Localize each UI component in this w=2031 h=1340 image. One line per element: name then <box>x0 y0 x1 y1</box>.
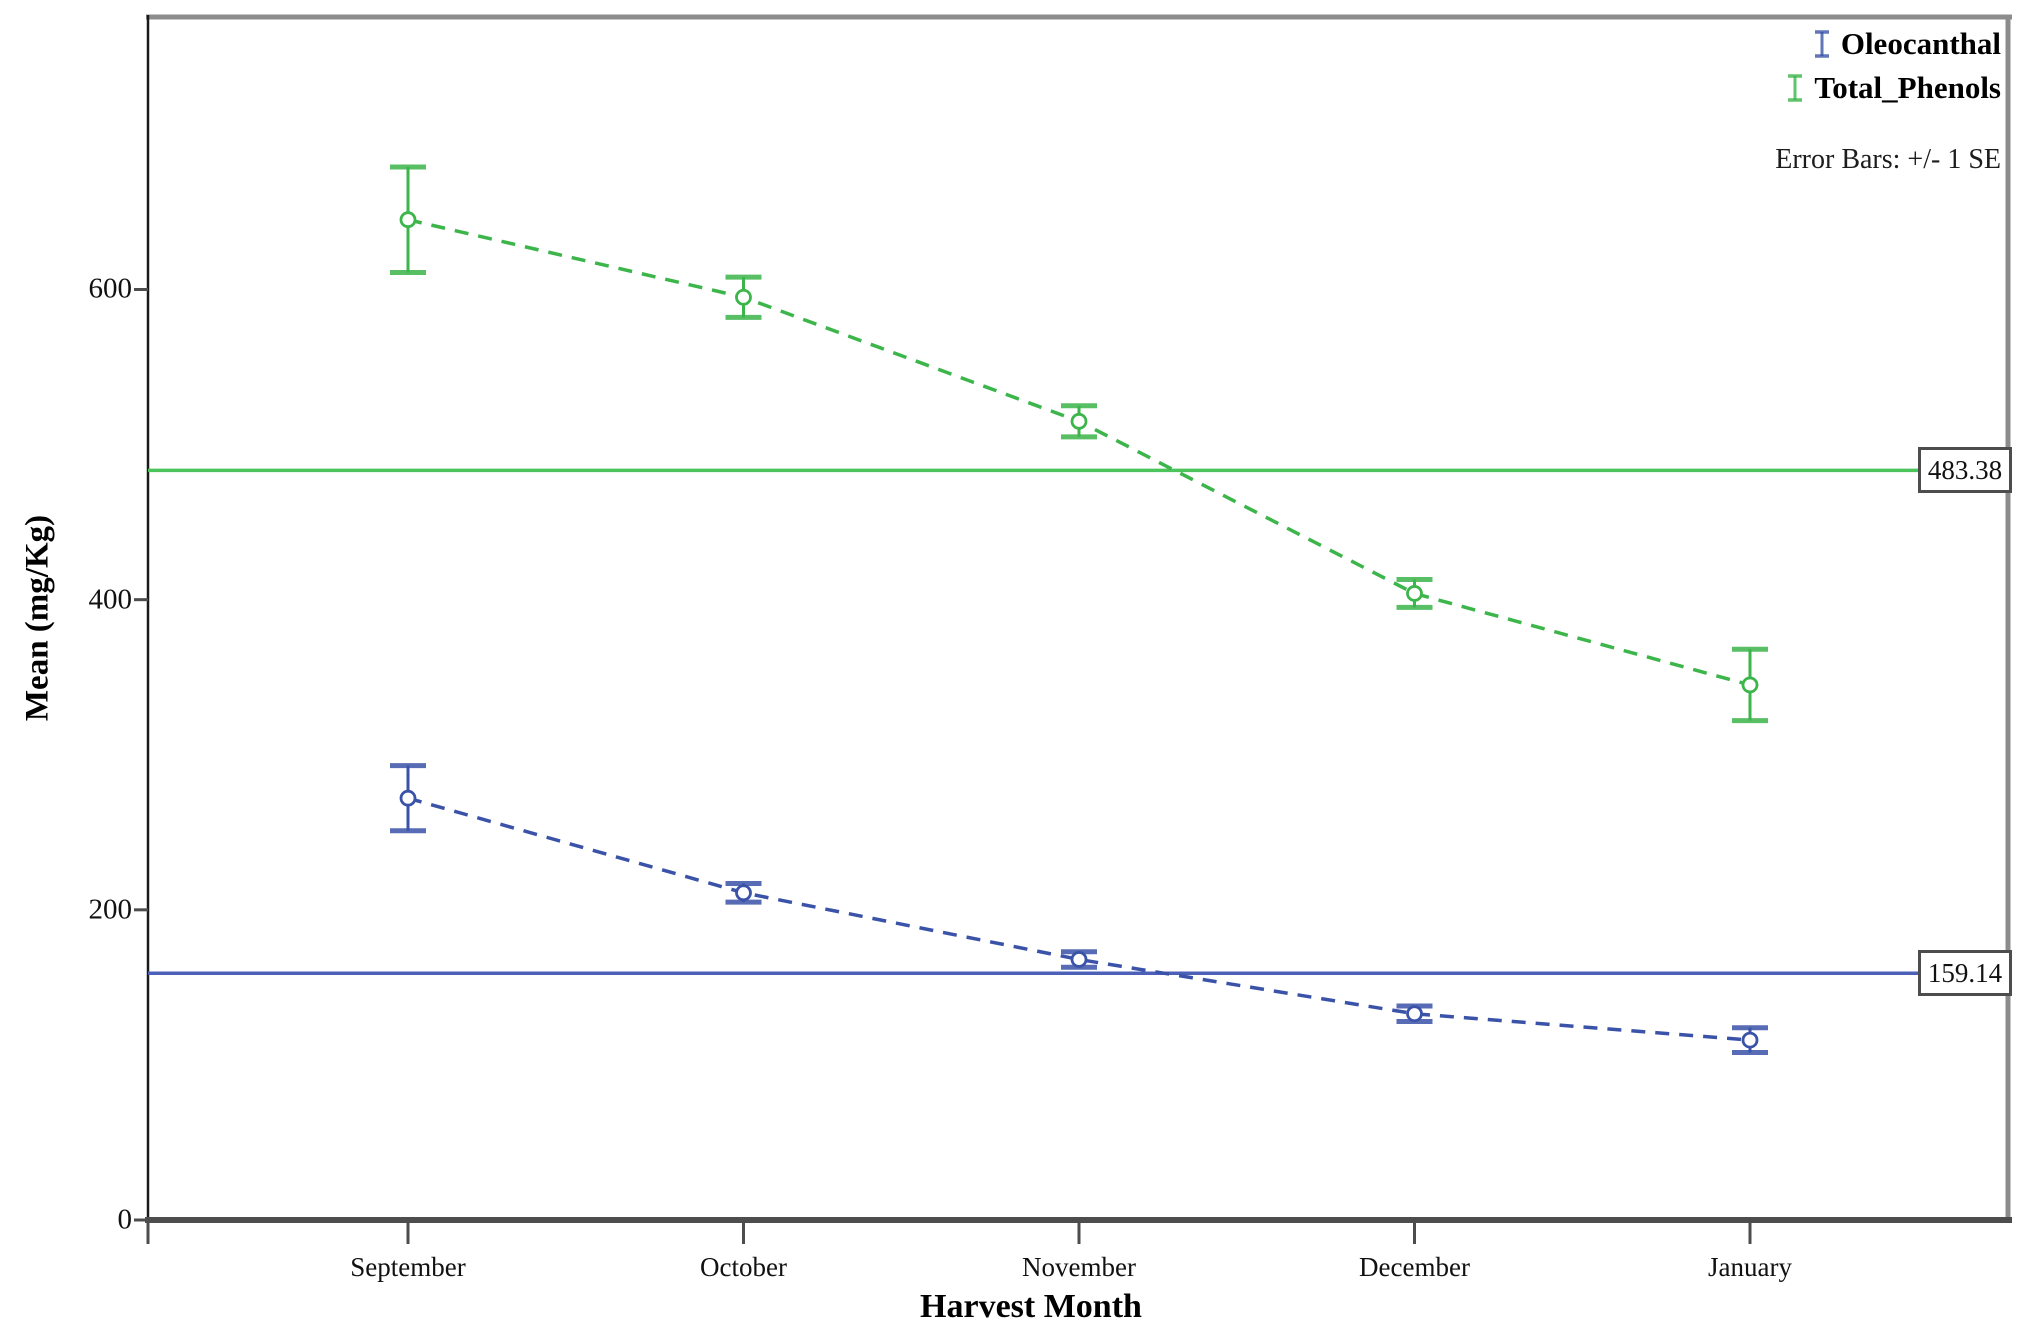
reference-label: 483.38 <box>1918 447 2012 494</box>
legend-entry-Oleocanthal: Oleocanthal <box>1813 26 2001 62</box>
legend-label: Total_Phenols <box>1814 70 2001 105</box>
series-line-Oleocanthal <box>407 796 1751 1042</box>
data-point-Total_Phenols <box>1406 585 1423 602</box>
data-point-Oleocanthal <box>735 884 752 902</box>
legend-label: Oleocanthal <box>1840 26 2001 61</box>
errorbar-icon <box>1814 30 1829 58</box>
legend: Oleocanthal Total_Phenols Error Bars: +/-… <box>1775 26 2001 176</box>
legend-entries: Oleocanthal Total_Phenols <box>1786 26 2001 106</box>
y-tick-label: 200 <box>88 893 133 926</box>
error-bars-note: Error Bars: +/- 1 SE <box>1775 144 2001 175</box>
data-point-Total_Phenols <box>735 288 752 306</box>
data-point-Oleocanthal <box>1741 1031 1759 1049</box>
data-point-Total_Phenols <box>399 211 417 229</box>
x-tick-label: October <box>700 1252 787 1282</box>
x-tick-label: September <box>350 1252 466 1282</box>
y-tick-label: 600 <box>88 272 133 305</box>
data-point-Oleocanthal <box>1406 1005 1423 1023</box>
y-tick-label: 0 <box>117 1203 133 1236</box>
x-tick-label: December <box>1359 1252 1470 1282</box>
x-axis-title: Harvest Month <box>920 1288 1142 1325</box>
data-point-Total_Phenols <box>1070 412 1088 430</box>
reference-label: 159.14 <box>1918 950 2012 997</box>
errorbar-icon <box>1788 74 1803 102</box>
legend-entry-Total_Phenols: Total_Phenols <box>1786 70 2001 106</box>
x-tick-label: November <box>1022 1252 1136 1282</box>
data-point-Oleocanthal <box>1070 951 1088 968</box>
y-tick-label: 400 <box>88 583 133 616</box>
series-line-Total_Phenols <box>407 218 1751 687</box>
data-point-Total_Phenols <box>1741 676 1759 694</box>
y-axis-title: Mean (mg/Kg) <box>19 514 56 721</box>
x-tick-label: January <box>1708 1252 1792 1282</box>
data-point-Oleocanthal <box>399 789 417 807</box>
